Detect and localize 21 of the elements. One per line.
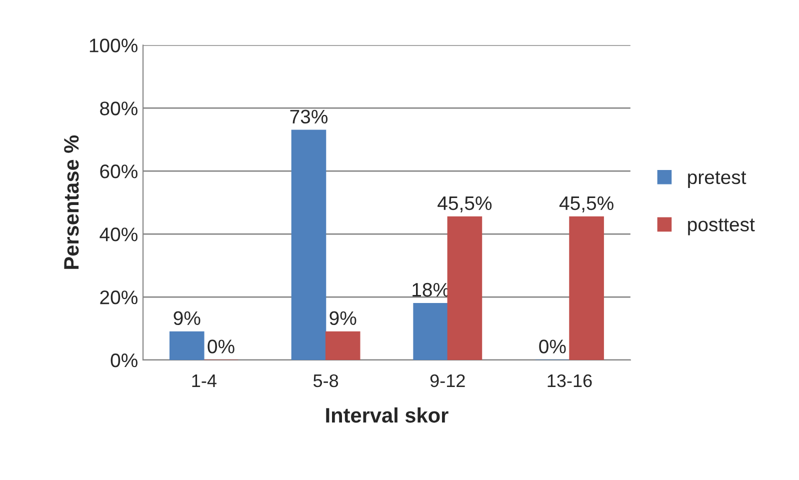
x-axis-title: Interval skor bbox=[326, 407, 448, 423]
data-label: 9% bbox=[330, 311, 356, 326]
data-label: 73% bbox=[290, 110, 328, 124]
y-tick-label: 60% bbox=[100, 164, 138, 178]
data-label: 45,5% bbox=[559, 196, 614, 212]
data-label: 0% bbox=[539, 340, 566, 354]
x-tick-label: 1-4 bbox=[192, 374, 216, 387]
y-tick-label: 100% bbox=[90, 38, 138, 52]
y-tick-label: 0% bbox=[110, 353, 138, 368]
y-axis-title: Persentase % bbox=[64, 135, 79, 269]
x-tick-label: 5-8 bbox=[313, 374, 338, 388]
y-tick-label: 20% bbox=[100, 290, 138, 304]
legend-label: posttest bbox=[688, 218, 755, 236]
data-label: 0% bbox=[208, 340, 234, 354]
data-label: 45,5% bbox=[438, 196, 492, 212]
x-tick-label: 9-12 bbox=[430, 374, 465, 388]
data-label: 9% bbox=[174, 311, 200, 326]
y-tick-label: 40% bbox=[100, 228, 138, 242]
x-tick-label: 13-16 bbox=[548, 374, 592, 388]
y-tick-label: 80% bbox=[100, 102, 138, 116]
legend-label: pretest bbox=[688, 171, 746, 188]
